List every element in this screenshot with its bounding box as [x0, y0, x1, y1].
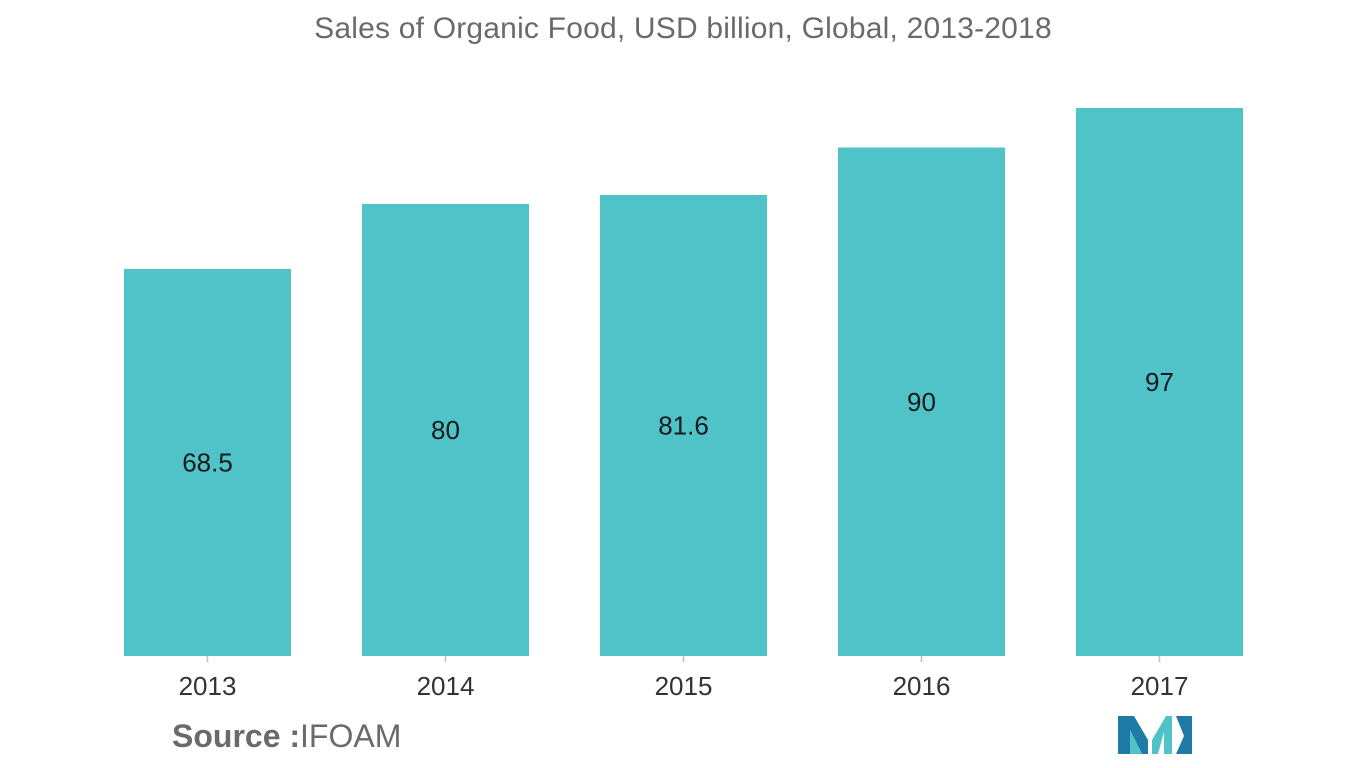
- bar-2014: [362, 204, 529, 656]
- data-labels: 68.5 80 81.6 90 97: [182, 367, 1174, 478]
- data-label-2014: 80: [431, 415, 460, 445]
- x-tick-label-2017: 2017: [1131, 671, 1189, 701]
- chart-title: Sales of Organic Food, USD billion, Glob…: [314, 12, 1052, 45]
- bar-2017: [1076, 107, 1243, 656]
- mordor-intelligence-logo-icon: [1118, 716, 1192, 754]
- x-tick-label-2016: 2016: [893, 671, 951, 701]
- source-key: Source :: [172, 718, 301, 754]
- bar-2016: [838, 147, 1005, 656]
- bar-2015: [600, 194, 767, 656]
- data-label-2017: 97: [1145, 367, 1174, 397]
- data-label-2015: 81.6: [658, 410, 709, 440]
- bar-2013: [124, 268, 291, 656]
- x-tick-label-2015: 2015: [655, 671, 713, 701]
- source-note: Source :IFOAM: [172, 718, 401, 755]
- bars-group: [124, 107, 1243, 656]
- source-value: IFOAM: [300, 718, 402, 754]
- data-label-2013: 68.5: [182, 447, 233, 477]
- x-axis-ticks: 2013 2014 2015 2016 2017: [179, 656, 1189, 701]
- x-tick-label-2013: 2013: [179, 671, 237, 701]
- x-tick-label-2014: 2014: [417, 671, 475, 701]
- data-label-2016: 90: [907, 387, 936, 417]
